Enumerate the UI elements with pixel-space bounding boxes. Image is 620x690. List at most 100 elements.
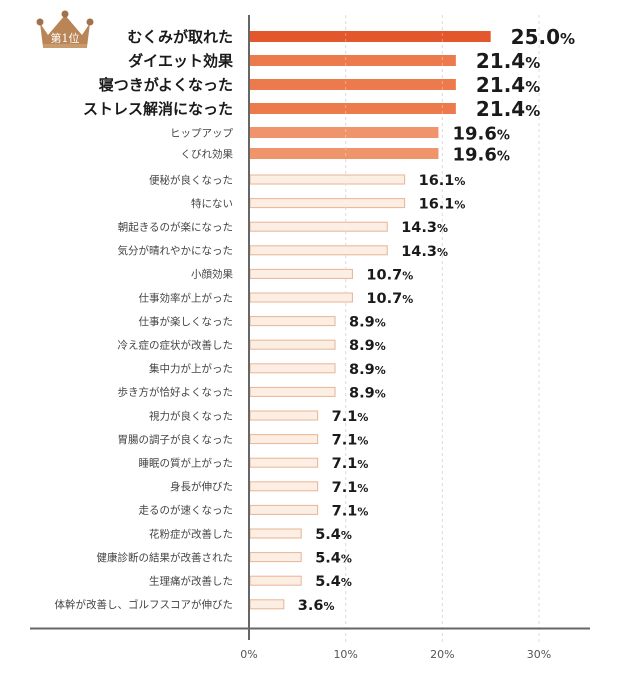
gridlines-overlay: [345, 15, 540, 642]
gridlines: [345, 15, 540, 642]
value-unit: %: [402, 293, 413, 306]
category-label: 健康診断の結果が改善された: [97, 551, 234, 564]
bar: [249, 575, 302, 586]
value-unit: %: [375, 364, 386, 377]
value-number: 14.3: [401, 244, 437, 260]
value-unit: %: [497, 149, 510, 164]
bar: [250, 127, 439, 138]
value-label: 19.6%: [452, 123, 509, 144]
value-number: 8.9: [349, 362, 375, 378]
category-label: 小顔効果: [191, 268, 233, 281]
bar: [250, 148, 439, 159]
bar: [249, 245, 388, 256]
value-label: 21.4%: [476, 73, 540, 97]
category-label: 集中力が上がった: [149, 362, 233, 375]
value-unit: %: [323, 600, 334, 613]
bar: [249, 457, 319, 468]
category-label: 走るのが速くなった: [139, 504, 234, 517]
value-unit: %: [375, 340, 386, 353]
value-label: 21.4%: [476, 49, 540, 73]
category-label: くびれ効果: [181, 147, 234, 160]
bar: [249, 386, 336, 397]
x-tick-label: 10%: [333, 648, 357, 661]
value-number: 7.1: [332, 480, 358, 496]
category-label: 体幹が改善し、ゴルフスコアが伸びた: [55, 598, 234, 611]
bar: [249, 316, 336, 327]
value-number: 7.1: [332, 456, 358, 472]
value-unit: %: [341, 576, 352, 589]
value-label: 7.1%: [332, 433, 369, 449]
value-number: 10.7: [366, 291, 402, 307]
value-label: 5.4%: [315, 551, 352, 567]
value-label: 14.3%: [401, 220, 448, 236]
category-label: 歩き方が恰好よくなった: [118, 386, 234, 399]
category-label: 朝起きるのが楽になった: [118, 221, 233, 234]
category-label: むくみが取れた: [127, 28, 233, 46]
value-label: 16.1%: [419, 173, 466, 189]
value-unit: %: [341, 529, 352, 542]
x-tick-label: 20%: [430, 648, 454, 661]
value-label: 5.4%: [315, 527, 352, 543]
bar: [249, 481, 319, 492]
value-number: 16.1: [419, 173, 455, 189]
value-unit: %: [357, 458, 368, 471]
value-label: 14.3%: [401, 244, 448, 260]
value-label: 7.1%: [332, 480, 369, 496]
category-label: 生理痛が改善した: [149, 575, 233, 588]
value-label: 7.1%: [332, 456, 369, 472]
bar: [250, 55, 456, 66]
value-label: 16.1%: [419, 197, 466, 213]
value-unit: %: [525, 102, 540, 120]
category-label: 身長が伸びた: [170, 480, 233, 493]
category-label: ダイエット効果: [128, 52, 234, 70]
value-number: 21.4: [476, 49, 525, 73]
bar: [249, 528, 302, 539]
category-label: ストレス解消になった: [83, 100, 233, 118]
crown-icon: [36, 10, 94, 48]
bar: [250, 79, 456, 90]
category-label: 睡眠の質が上がった: [139, 457, 234, 470]
category-label: 仕事が楽しくなった: [139, 315, 234, 328]
value-number: 7.1: [332, 503, 358, 519]
x-tick-labels: 0% 10% 20% 30%: [240, 648, 551, 661]
bar: [249, 198, 406, 209]
crown-badge: 第1位: [36, 10, 94, 48]
value-number: 8.9: [349, 338, 375, 354]
category-label: 気分が晴れやかになった: [118, 244, 234, 257]
bar: [249, 174, 406, 185]
bar: [249, 363, 336, 374]
value-unit: %: [525, 54, 540, 72]
value-unit: %: [357, 411, 368, 424]
category-label: 花粉症が改善した: [149, 527, 233, 540]
value-number: 7.1: [332, 409, 358, 425]
bar: [249, 552, 302, 563]
value-label: 21.4%: [476, 97, 540, 121]
value-number: 25.0: [511, 25, 560, 49]
x-tick-label: 30%: [527, 648, 551, 661]
rank-badge-label: 第1位: [51, 31, 80, 45]
value-unit: %: [357, 505, 368, 518]
value-number: 16.1: [419, 197, 455, 213]
value-unit: %: [560, 30, 575, 48]
value-unit: %: [497, 128, 510, 143]
value-number: 5.4: [315, 527, 341, 543]
value-number: 14.3: [401, 220, 437, 236]
bar: [249, 339, 336, 350]
bar: [250, 103, 456, 114]
value-labels: 25.0%21.4%21.4%21.4%19.6%19.6%16.1%16.1%…: [298, 25, 575, 614]
value-label: 8.9%: [349, 315, 386, 331]
value-unit: %: [375, 387, 386, 400]
bar: [249, 268, 353, 279]
value-unit: %: [454, 199, 465, 212]
value-number: 10.7: [366, 267, 402, 283]
x-tick-label: 0%: [240, 648, 257, 661]
value-unit: %: [357, 435, 368, 448]
value-unit: %: [375, 317, 386, 330]
category-label: 特にない: [191, 198, 233, 210]
bar: [249, 434, 319, 445]
category-label: 仕事効率が上がった: [139, 291, 234, 304]
bar: [249, 292, 353, 303]
value-label: 8.9%: [349, 362, 386, 378]
value-unit: %: [437, 222, 448, 235]
